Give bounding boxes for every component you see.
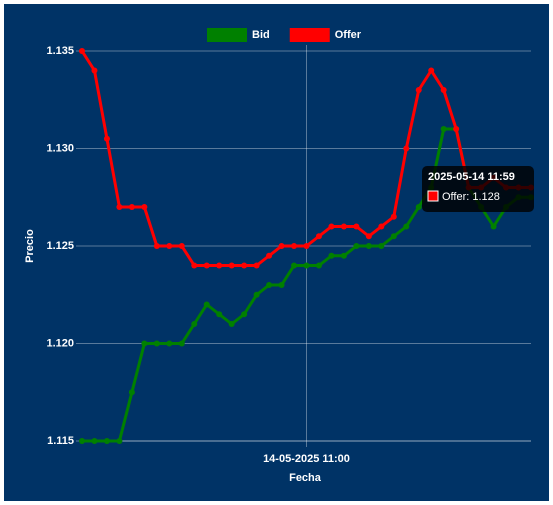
data-point: [415, 87, 422, 93]
data-point: [440, 126, 447, 132]
data-point: [216, 311, 223, 318]
data-point: [365, 243, 372, 249]
data-point: [328, 223, 335, 230]
data-point: [291, 243, 298, 249]
data-point: [228, 321, 235, 327]
data-point: [141, 204, 148, 210]
data-point: [390, 213, 397, 220]
legend-swatch: [289, 28, 330, 42]
data-point: [79, 48, 85, 54]
chart-background: [4, 4, 549, 501]
data-point: [116, 204, 123, 210]
data-point: [203, 262, 210, 269]
data-point: [178, 340, 185, 347]
y-tick-label: 1.115: [47, 435, 74, 447]
data-point: [278, 243, 285, 249]
y-axis-title: Precio: [24, 229, 36, 263]
data-point: [353, 243, 360, 249]
data-point: [191, 262, 198, 269]
data-point: [103, 438, 110, 444]
data-point: [116, 438, 123, 444]
data-point: [91, 438, 98, 444]
data-point: [103, 135, 110, 142]
data-point: [166, 340, 173, 347]
data-point: [266, 252, 273, 259]
legend-item: Offer: [289, 28, 362, 42]
data-point: [315, 233, 322, 240]
data-point: [79, 438, 85, 444]
data-point: [91, 67, 98, 74]
legend-label: Bid: [252, 29, 270, 41]
tooltip-box: [422, 166, 534, 212]
data-point: [303, 243, 310, 249]
data-point: [403, 145, 410, 152]
legend-swatch: [207, 28, 247, 42]
data-point: [340, 252, 347, 259]
data-point: [278, 282, 285, 288]
data-point: [203, 301, 210, 308]
data-point: [390, 233, 397, 240]
tooltip-title: 2025-05-14 11:59: [428, 171, 515, 183]
data-point: [241, 311, 248, 318]
data-point: [378, 223, 385, 230]
data-point: [191, 321, 198, 327]
data-point: [166, 243, 173, 249]
data-point: [241, 262, 248, 269]
data-point: [453, 126, 460, 132]
data-point: [328, 252, 335, 259]
data-point: [428, 67, 435, 74]
data-point: [403, 223, 410, 230]
data-point: [216, 262, 223, 269]
data-point: [365, 233, 372, 240]
data-point: [490, 223, 497, 230]
data-point: [291, 262, 298, 269]
data-point: [153, 340, 160, 347]
data-point: [253, 262, 260, 269]
tooltip: 2025-05-14 11:59 Offer: 1.128: [422, 166, 534, 212]
data-point: [440, 87, 447, 93]
y-tick-label: 1.120: [46, 337, 74, 349]
data-point: [303, 262, 310, 269]
data-point: [266, 282, 273, 288]
legend-label: Offer: [335, 29, 362, 41]
data-point: [315, 262, 322, 269]
y-tick-label: 1.125: [46, 240, 74, 252]
data-point: [128, 389, 135, 396]
data-point: [340, 223, 347, 230]
data-point: [228, 262, 235, 269]
data-point: [353, 223, 360, 230]
tooltip-swatch: [427, 190, 439, 202]
x-axis-title: Fecha: [289, 472, 322, 484]
y-tick-label: 1.130: [46, 142, 74, 154]
data-point: [415, 204, 422, 210]
y-tick-label: 1.135: [46, 45, 74, 57]
data-point: [178, 243, 185, 249]
data-point: [153, 243, 160, 249]
legend-item: Bid: [207, 28, 270, 42]
data-point: [128, 204, 135, 210]
data-point: [141, 340, 148, 347]
x-tick-label: 14-05-2025 11:00: [263, 453, 350, 465]
tooltip-text: Offer: 1.128: [442, 191, 500, 203]
data-point: [253, 291, 260, 298]
data-point: [378, 243, 385, 249]
